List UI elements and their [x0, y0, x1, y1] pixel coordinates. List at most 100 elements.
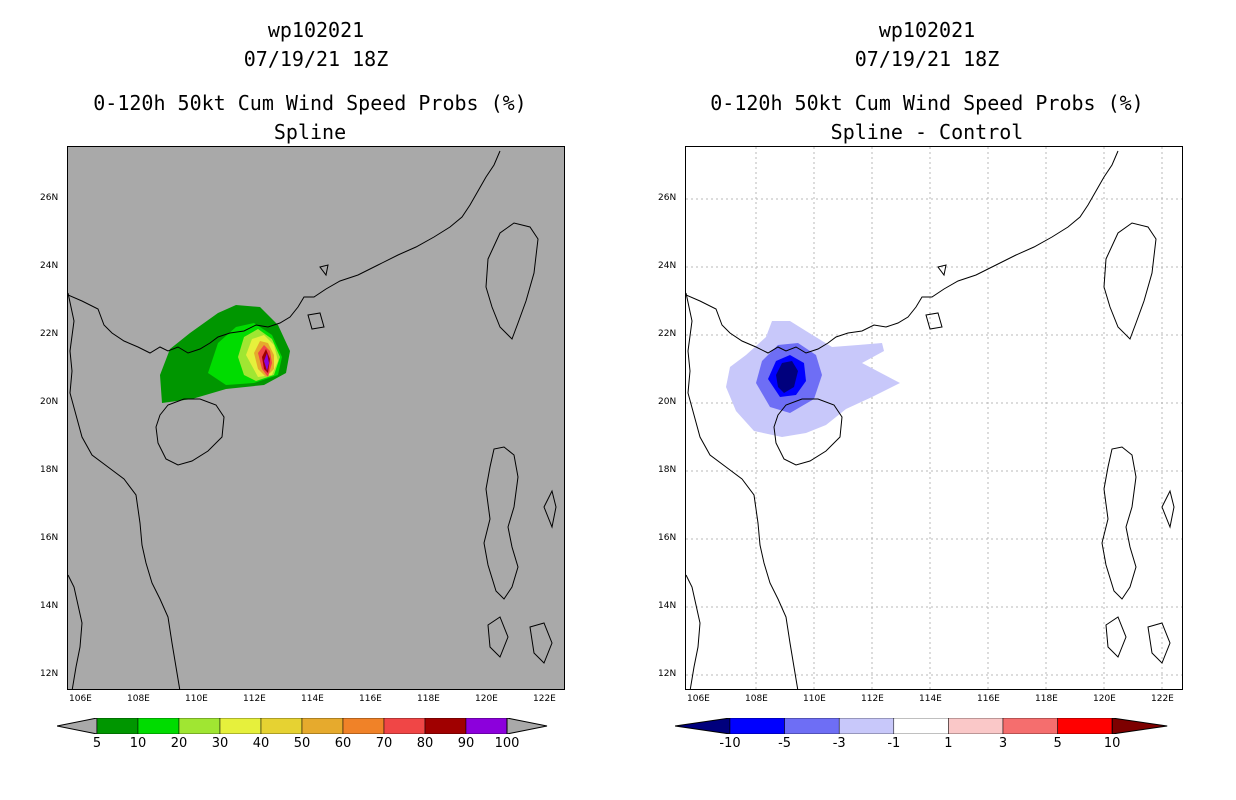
- left-map-svg: [68, 150, 557, 689]
- latitude-tick-label: 14N: [658, 601, 677, 611]
- coastline-segment: [1147, 622, 1171, 664]
- coastline-segment: [68, 150, 501, 354]
- longitude-tick-label: 110E: [185, 694, 208, 704]
- coastline-segment: [543, 489, 557, 529]
- colorbar-swatch: [948, 718, 1004, 734]
- longitude-tick-label: 110E: [803, 694, 826, 704]
- longitude-tick-label: 118E: [417, 694, 440, 704]
- coastline-segment: [483, 446, 519, 600]
- latitude-tick-label: 16N: [658, 533, 677, 543]
- colorbar-label: 10: [129, 736, 147, 751]
- latitude-tick-label: 26N: [658, 193, 677, 203]
- colorbar-label: 3: [998, 736, 1008, 751]
- coastline-segment: [155, 398, 225, 466]
- colorbar-label: 100: [494, 736, 520, 751]
- colorbar-swatch: [260, 718, 303, 734]
- coastline-segment: [686, 574, 701, 689]
- right-subtitle: Spline - Control: [830, 120, 1024, 144]
- colorbar-label: 10: [1103, 736, 1121, 751]
- coastline-segment: [529, 622, 553, 664]
- longitude-tick-label: 118E: [1035, 694, 1058, 704]
- coastline-segment: [68, 574, 83, 689]
- coastline-segment: [686, 150, 1119, 354]
- latitude-tick-label: 18N: [658, 465, 677, 475]
- right-map-svg: [686, 147, 1182, 689]
- right-datetime: 07/19/21 18Z: [854, 47, 1000, 71]
- colorbar-swatch: [424, 718, 467, 734]
- latitude-tick-label: 18N: [40, 465, 59, 475]
- longitude-tick-label: 108E: [127, 694, 150, 704]
- right-coastline: [686, 150, 1175, 689]
- left-coastline: [68, 150, 557, 689]
- coastline-segment: [68, 292, 181, 689]
- longitude-tick-label: 108E: [745, 694, 768, 704]
- coastline-segment: [485, 222, 539, 340]
- right-difference-shading: [726, 321, 900, 437]
- colorbar-high-arrow: [1111, 718, 1168, 734]
- colorbar-label: 60: [334, 736, 352, 751]
- longitude-tick-label: 112E: [861, 694, 884, 704]
- right-colorbar: [675, 718, 1175, 734]
- colorbar-swatch: [178, 718, 221, 734]
- colorbar-swatch: [301, 718, 344, 734]
- right-colorbar-svg: [675, 718, 1168, 734]
- latitude-tick-label: 16N: [40, 533, 59, 543]
- latitude-tick-label: 12N: [40, 669, 59, 679]
- right-product-title: 0-120h 50kt Cum Wind Speed Probs (%): [710, 91, 1144, 115]
- left-probability-shading: [160, 305, 290, 403]
- colorbar-swatch: [893, 718, 949, 734]
- colorbar-swatch: [729, 718, 785, 734]
- colorbar-label: 80: [416, 736, 434, 751]
- colorbar-swatch: [219, 718, 262, 734]
- longitude-tick-label: 120E: [1093, 694, 1116, 704]
- colorbar-label: 5: [92, 736, 102, 751]
- colorbar-swatch: [465, 718, 508, 734]
- left-subtitle: Spline: [273, 120, 347, 144]
- coastline-segment: [319, 264, 329, 277]
- right-difference-map: [685, 146, 1183, 690]
- latitude-tick-label: 14N: [40, 601, 59, 611]
- colorbar-swatch: [838, 718, 895, 734]
- colorbar-label: 1: [944, 736, 953, 751]
- longitude-tick-label: 112E: [243, 694, 266, 704]
- colorbar-label: 70: [375, 736, 393, 751]
- coastline-segment: [1105, 616, 1127, 658]
- latitude-tick-label: 12N: [658, 669, 677, 679]
- colorbar-swatch: [1057, 718, 1113, 734]
- coastline-segment: [925, 312, 943, 330]
- longitude-tick-label: 122E: [533, 694, 556, 704]
- colorbar-swatch: [1002, 718, 1058, 734]
- longitude-tick-label: 116E: [359, 694, 382, 704]
- colorbar-label: -5: [778, 736, 792, 751]
- coastline-segment: [307, 312, 325, 330]
- coastline-segment: [1101, 446, 1137, 600]
- left-colorbar: [57, 718, 555, 734]
- left-product-title: 0-120h 50kt Cum Wind Speed Probs (%): [93, 91, 527, 115]
- colorbar-swatch: [383, 718, 426, 734]
- colorbar-label: 30: [211, 736, 229, 751]
- colorbar-label: 5: [1053, 736, 1062, 751]
- colorbar-swatch: [137, 718, 180, 734]
- latitude-tick-label: 24N: [40, 261, 59, 271]
- colorbar-label: -3: [832, 736, 846, 751]
- colorbar-label: 40: [252, 736, 270, 751]
- longitude-tick-label: 122E: [1151, 694, 1174, 704]
- right-storm-id: wp102021: [878, 18, 976, 42]
- longitude-tick-label: 114E: [301, 694, 324, 704]
- colorbar-label: -1: [887, 736, 901, 751]
- latitude-tick-label: 24N: [658, 261, 677, 271]
- longitude-tick-label: 106E: [687, 694, 710, 704]
- longitude-tick-label: 120E: [475, 694, 498, 704]
- coastline-segment: [686, 292, 799, 689]
- left-probability-map: [67, 146, 565, 690]
- colorbar-low-arrow: [57, 718, 98, 734]
- colorbar-high-arrow: [506, 718, 548, 734]
- diff-contour-minus10: [776, 361, 798, 393]
- colorbar-label: 20: [170, 736, 188, 751]
- latitude-tick-label: 22N: [658, 329, 677, 339]
- latitude-tick-label: 22N: [40, 329, 59, 339]
- prob-contour-90: [264, 353, 269, 371]
- latitude-tick-label: 20N: [40, 397, 59, 407]
- coastline-segment: [773, 398, 843, 466]
- latitude-tick-label: 26N: [40, 193, 59, 203]
